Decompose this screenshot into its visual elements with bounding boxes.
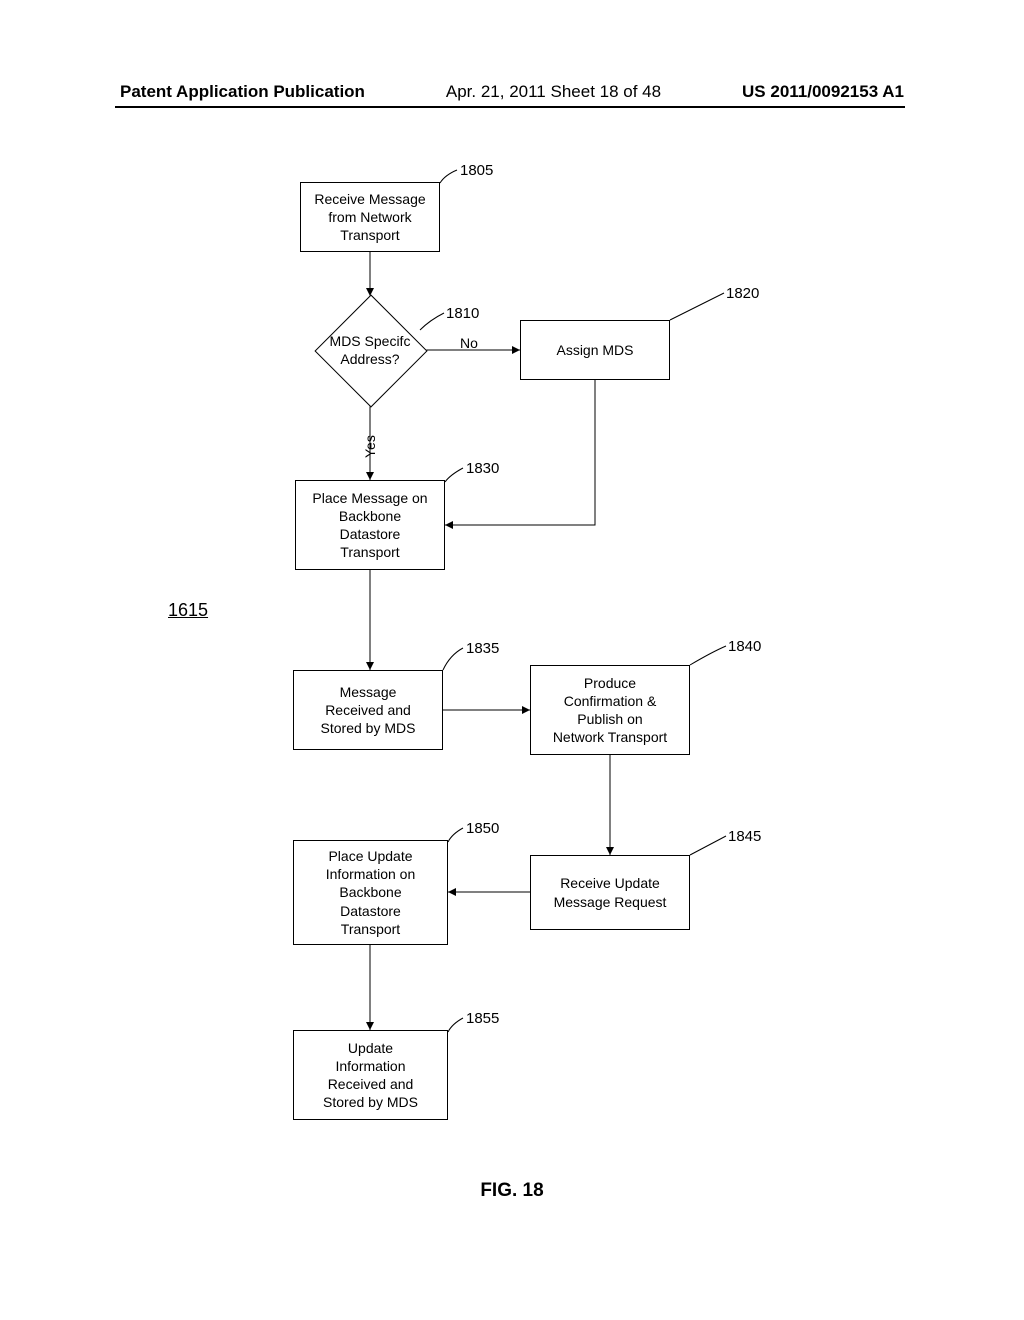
ref-1820: 1820: [726, 285, 759, 302]
node-receive-message: Receive Message from Network Transport: [300, 182, 440, 252]
node-label: Produce Confirmation & Publish on Networ…: [553, 674, 667, 747]
node-label: Update Information Received and Stored b…: [323, 1039, 418, 1112]
node-place-message-backbone: Place Message on Backbone Datastore Tran…: [295, 480, 445, 570]
ref-1850: 1850: [466, 820, 499, 837]
edge-label-yes: Yes: [362, 435, 378, 458]
node-assign-mds: Assign MDS: [520, 320, 670, 380]
page: Patent Application Publication Apr. 21, …: [0, 0, 1024, 1320]
node-receive-update-request: Receive Update Message Request: [530, 855, 690, 930]
node-label: MDS Specifc Address?: [330, 332, 411, 368]
figure-label: FIG. 18: [0, 1180, 1024, 1202]
node-produce-confirmation: Produce Confirmation & Publish on Networ…: [530, 665, 690, 755]
node-label: Receive Update Message Request: [554, 874, 667, 910]
node-place-update-backbone: Place Update Information on Backbone Dat…: [293, 840, 448, 945]
ref-1855: 1855: [466, 1010, 499, 1027]
ref-1835: 1835: [466, 640, 499, 657]
node-mds-specific-decision: MDS Specifc Address?: [315, 295, 425, 405]
node-update-received-stored: Update Information Received and Stored b…: [293, 1030, 448, 1120]
ref-1845: 1845: [728, 828, 761, 845]
figure-ref-number: 1615: [168, 600, 208, 621]
ref-1805: 1805: [460, 162, 493, 179]
ref-1830: 1830: [466, 460, 499, 477]
flowchart: Receive Message from Network Transport M…: [0, 0, 1024, 1320]
node-label: Message Received and Stored by MDS: [321, 683, 416, 738]
node-label: Place Message on Backbone Datastore Tran…: [312, 489, 427, 562]
node-label: Place Update Information on Backbone Dat…: [326, 847, 416, 938]
edge-label-no: No: [460, 335, 478, 351]
connectors: [0, 0, 1024, 1320]
node-label: Assign MDS: [556, 341, 633, 359]
node-label: Receive Message from Network Transport: [314, 190, 425, 245]
ref-1840: 1840: [728, 638, 761, 655]
node-message-received-stored: Message Received and Stored by MDS: [293, 670, 443, 750]
ref-1810: 1810: [446, 305, 479, 322]
